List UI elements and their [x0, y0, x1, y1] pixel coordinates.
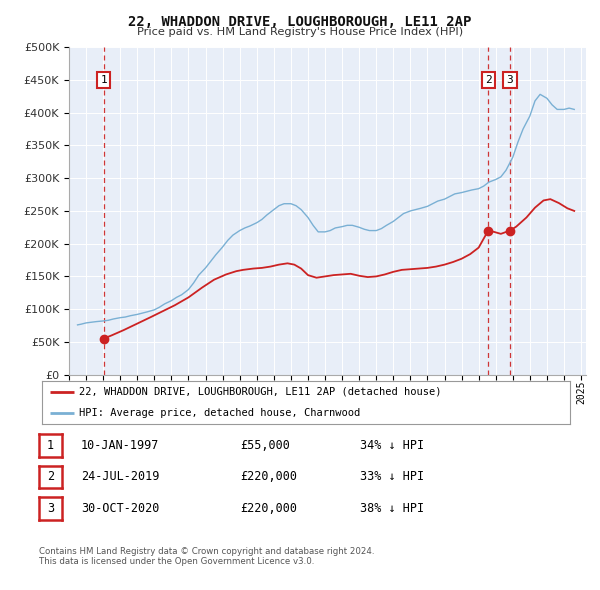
Text: 3: 3: [506, 75, 513, 85]
Text: 38% ↓ HPI: 38% ↓ HPI: [360, 502, 424, 515]
Text: Price paid vs. HM Land Registry's House Price Index (HPI): Price paid vs. HM Land Registry's House …: [137, 27, 463, 37]
Text: £220,000: £220,000: [240, 502, 297, 515]
Text: 22, WHADDON DRIVE, LOUGHBOROUGH, LE11 2AP (detached house): 22, WHADDON DRIVE, LOUGHBOROUGH, LE11 2A…: [79, 387, 442, 396]
Text: £220,000: £220,000: [240, 470, 297, 483]
Text: Contains HM Land Registry data © Crown copyright and database right 2024.: Contains HM Land Registry data © Crown c…: [39, 548, 374, 556]
Text: 34% ↓ HPI: 34% ↓ HPI: [360, 439, 424, 452]
Text: 22, WHADDON DRIVE, LOUGHBOROUGH, LE11 2AP: 22, WHADDON DRIVE, LOUGHBOROUGH, LE11 2A…: [128, 15, 472, 29]
Text: 30-OCT-2020: 30-OCT-2020: [81, 502, 160, 515]
Text: 24-JUL-2019: 24-JUL-2019: [81, 470, 160, 483]
Text: 3: 3: [47, 502, 54, 515]
Text: 33% ↓ HPI: 33% ↓ HPI: [360, 470, 424, 483]
Text: 2: 2: [47, 470, 54, 483]
Text: 2: 2: [485, 75, 491, 85]
Text: £55,000: £55,000: [240, 439, 290, 452]
Text: 1: 1: [47, 439, 54, 452]
Text: This data is licensed under the Open Government Licence v3.0.: This data is licensed under the Open Gov…: [39, 558, 314, 566]
Text: 1: 1: [100, 75, 107, 85]
Text: HPI: Average price, detached house, Charnwood: HPI: Average price, detached house, Char…: [79, 408, 360, 418]
Text: 10-JAN-1997: 10-JAN-1997: [81, 439, 160, 452]
